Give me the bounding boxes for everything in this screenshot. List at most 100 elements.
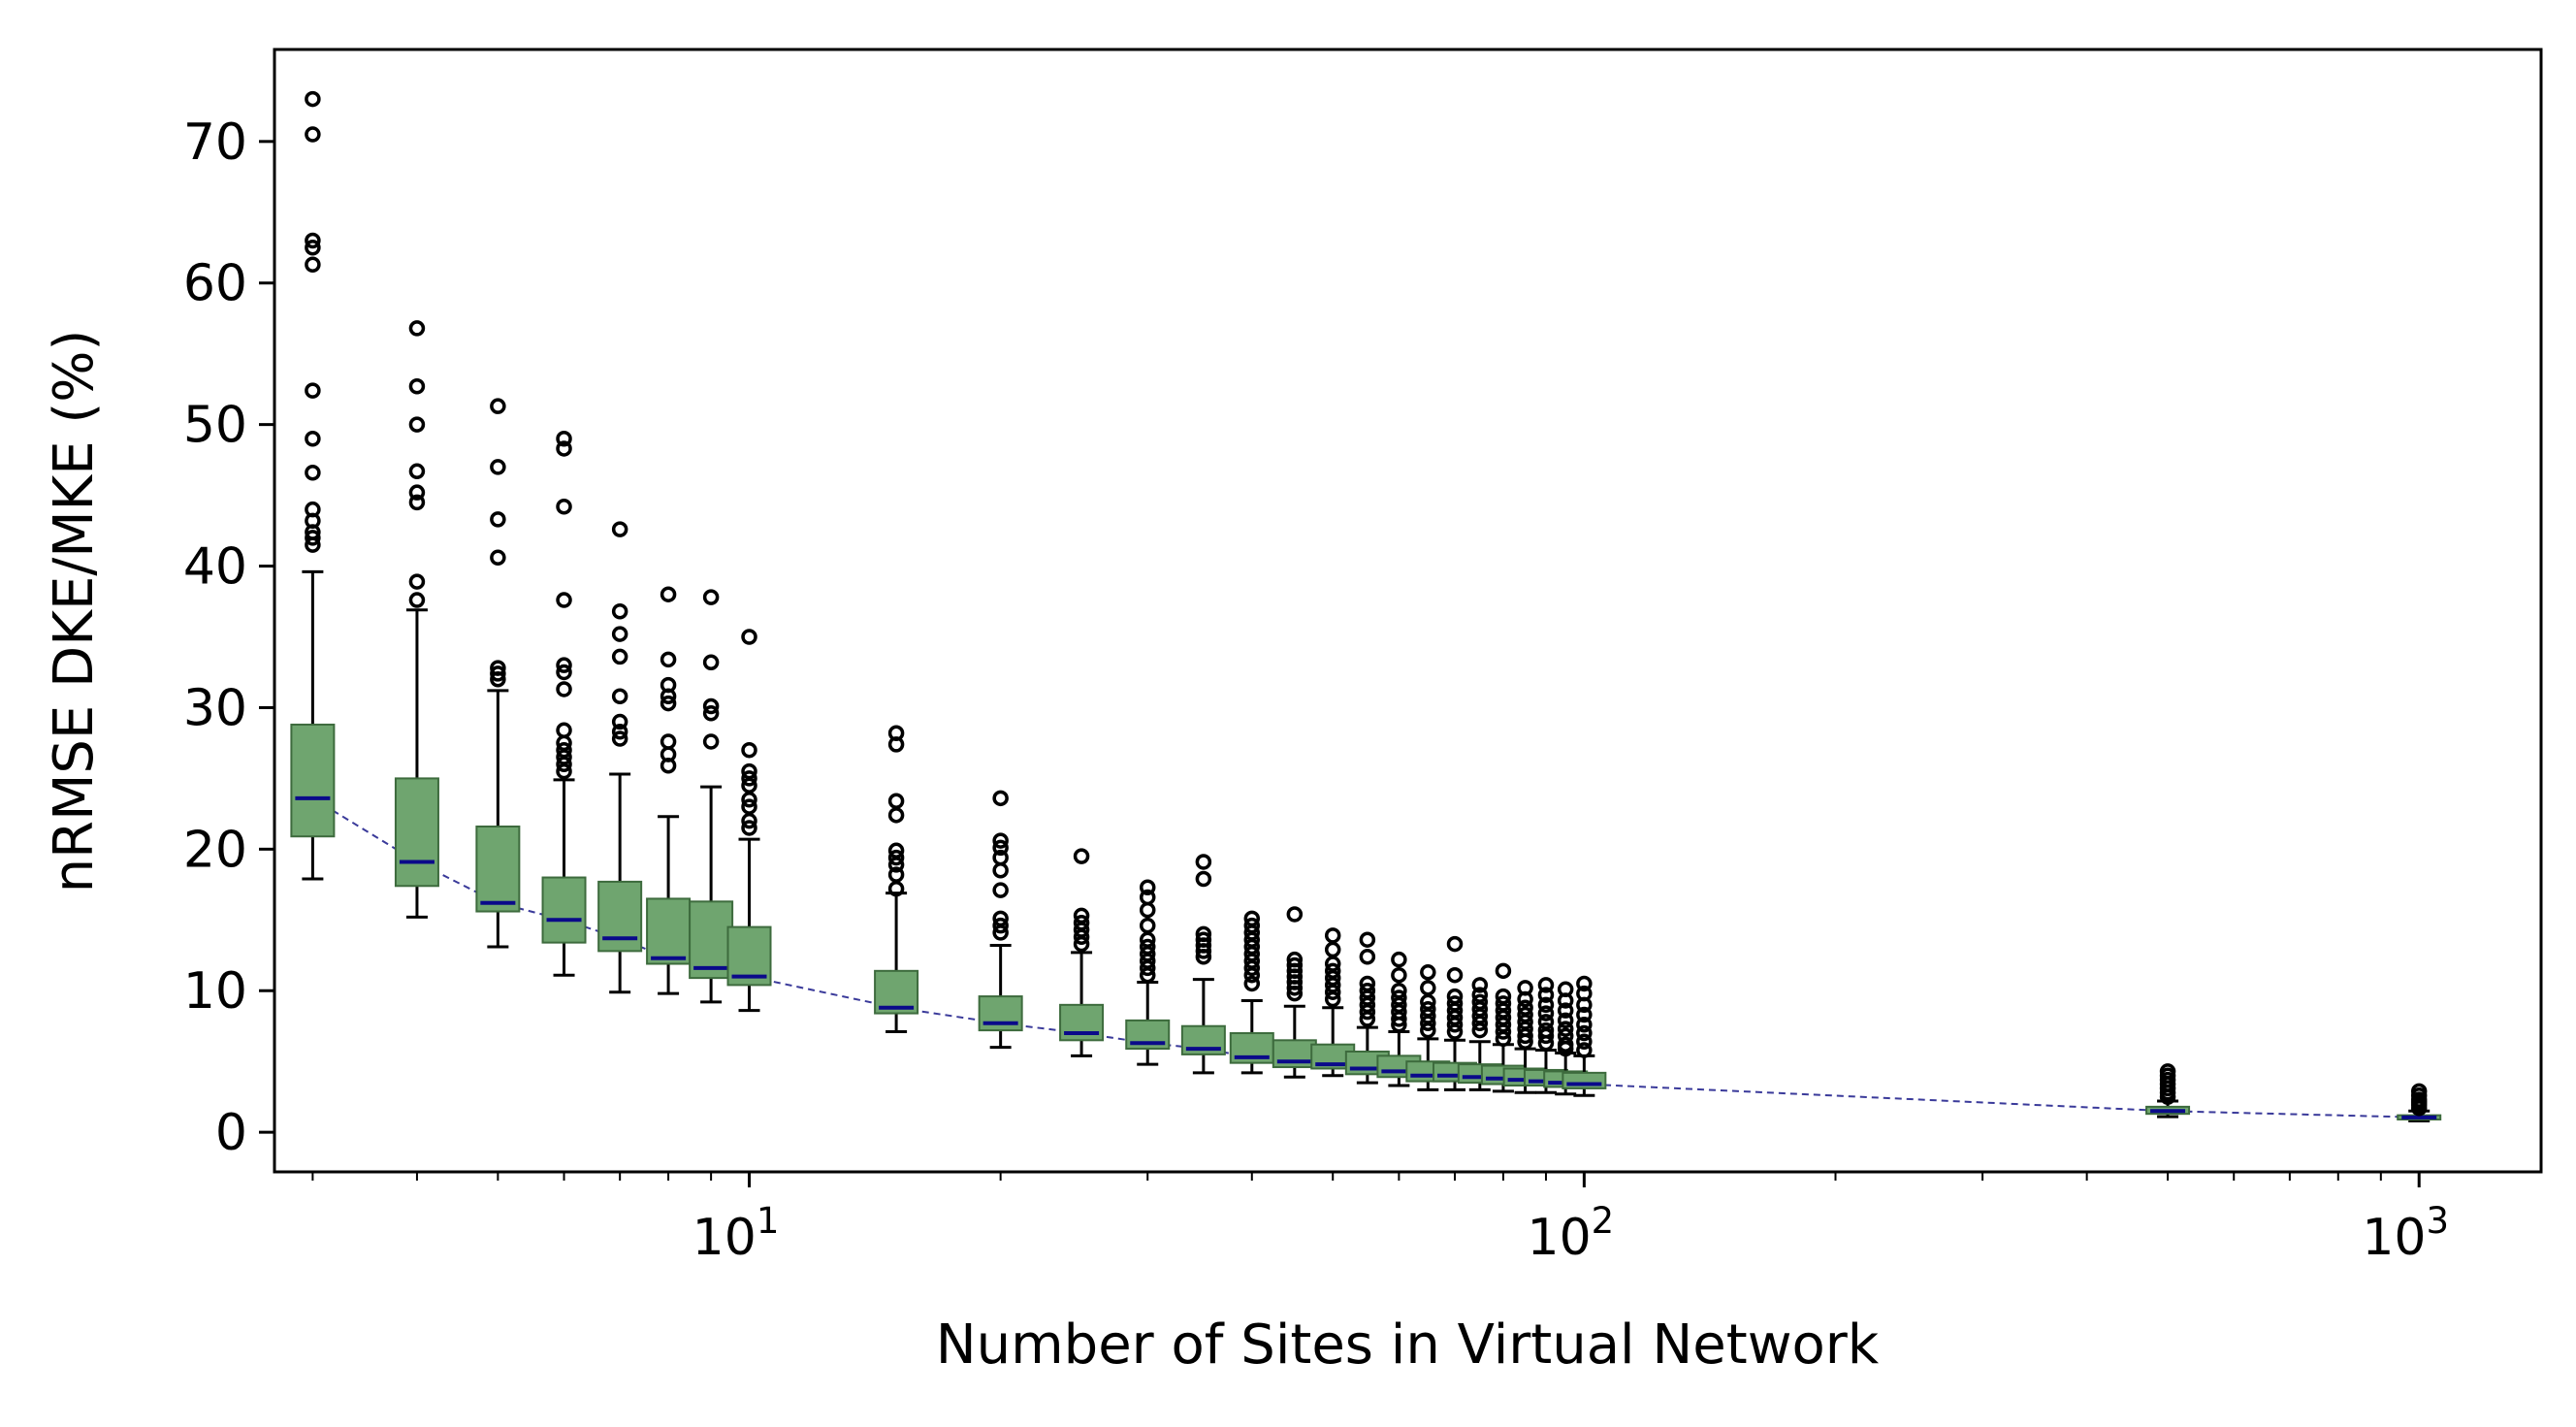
outlier-point: [1446, 935, 1464, 953]
outlier-point: [702, 697, 720, 715]
outlier-point: [611, 648, 628, 665]
outlier-point: [741, 812, 757, 829]
outlier-point: [992, 861, 1009, 879]
outlier-point: [1517, 1033, 1533, 1051]
outlier-point: [408, 463, 426, 480]
outlier-point: [1576, 1006, 1593, 1023]
outlier-point: [887, 736, 905, 753]
outlier-point: [490, 511, 506, 528]
outlier-point: [1495, 1023, 1512, 1040]
outlier-point: [1537, 1034, 1555, 1052]
outlier-point: [1195, 854, 1212, 870]
outlier-point: [556, 499, 572, 515]
outlier-point: [1420, 1015, 1436, 1032]
outlier-point: [556, 756, 572, 773]
box-iqr: [475, 826, 521, 913]
outlier-point: [611, 626, 628, 642]
box-group: [1180, 854, 1226, 1075]
outlier-point: [490, 549, 506, 567]
outlier-point: [1576, 1033, 1593, 1051]
outlier-point: [1576, 1017, 1593, 1033]
outlier-point: [1557, 1002, 1574, 1019]
outlier-point: [1139, 959, 1156, 977]
outlier-point: [1359, 931, 1376, 948]
box-group: [726, 629, 772, 1013]
y-tick-label: 60: [183, 255, 247, 313]
outlier-point: [1471, 977, 1489, 993]
box-iqr: [646, 897, 692, 965]
outlier-point: [702, 654, 720, 671]
box-group: [689, 589, 734, 1004]
outlier-point: [992, 790, 1009, 807]
outlier-point: [556, 681, 572, 697]
axes-frame: [273, 48, 2543, 1174]
outlier-point: [408, 592, 426, 608]
box-iqr: [597, 880, 643, 953]
box-group: [1059, 848, 1105, 1057]
y-tick-label: 10: [183, 962, 247, 1021]
outlier-point: [1557, 1012, 1574, 1029]
y-axis-label: nRMSE DKE/MKE (%): [43, 330, 106, 893]
box-group: [1562, 975, 1607, 1097]
outlier-point: [1073, 935, 1090, 953]
box-group: [1229, 910, 1274, 1075]
outlier-point: [1139, 966, 1156, 984]
plot-area: [290, 90, 2442, 1122]
outlier-point: [611, 713, 628, 730]
outlier-point: [1195, 943, 1212, 959]
outlier-point: [2410, 1100, 2428, 1117]
outlier-point: [1324, 990, 1341, 1008]
outlier-point: [1420, 964, 1436, 981]
outlier-point: [1359, 948, 1376, 965]
outlier-point: [611, 688, 628, 705]
outlier-point: [702, 589, 720, 605]
outlier-point: [408, 320, 426, 337]
outlier-point: [887, 880, 905, 897]
outlier-point: [490, 665, 506, 682]
outlier-point: [1557, 992, 1574, 1009]
outlier-point: [1495, 962, 1512, 980]
outlier-point: [1471, 1022, 1489, 1039]
outlier-point: [1420, 1022, 1436, 1039]
box-group: [1310, 927, 1356, 1078]
outlier-point: [1537, 1027, 1555, 1045]
outlier-point: [1446, 1023, 1464, 1040]
box-iqr: [541, 876, 587, 944]
box-group: [1272, 906, 1317, 1079]
outlier-point: [992, 832, 1009, 849]
y-tick-label: 40: [183, 538, 247, 597]
outlier-point: [660, 688, 677, 705]
outlier-point: [1517, 990, 1533, 1008]
outlier-point: [1243, 975, 1261, 992]
outlier-point: [611, 521, 628, 537]
box-iqr: [394, 777, 439, 888]
box-iqr: [290, 723, 336, 838]
outlier-point: [408, 484, 426, 501]
outlier-point: [556, 664, 572, 681]
x-tick-label: 103: [2362, 1200, 2449, 1267]
outlier-point: [741, 770, 757, 787]
y-tick-label: 20: [183, 821, 247, 879]
axis-ticks: 0 10 20 30 40 50 60 70 101 102 103: [183, 114, 2449, 1267]
outlier-point: [1557, 1040, 1574, 1057]
outlier-point: [611, 723, 628, 740]
outlier-point: [741, 629, 757, 645]
outlier-point: [741, 820, 757, 836]
outlier-point: [1359, 1011, 1376, 1027]
outlier-point: [1139, 879, 1156, 895]
outlier-point: [660, 651, 677, 668]
box-group: [978, 790, 1023, 1050]
outlier-point: [305, 240, 321, 256]
outlier-point: [305, 126, 321, 143]
outlier-point: [490, 671, 506, 688]
outlier-point: [1495, 1030, 1512, 1048]
outlier-point: [660, 695, 677, 712]
outlier-point: [490, 459, 506, 475]
outlier-point: [992, 917, 1009, 934]
outlier-point: [1576, 1024, 1593, 1042]
outlier-point: [1286, 906, 1304, 923]
outlier-point: [556, 657, 572, 673]
outlier-point: [305, 90, 321, 108]
box-group: [541, 430, 587, 977]
